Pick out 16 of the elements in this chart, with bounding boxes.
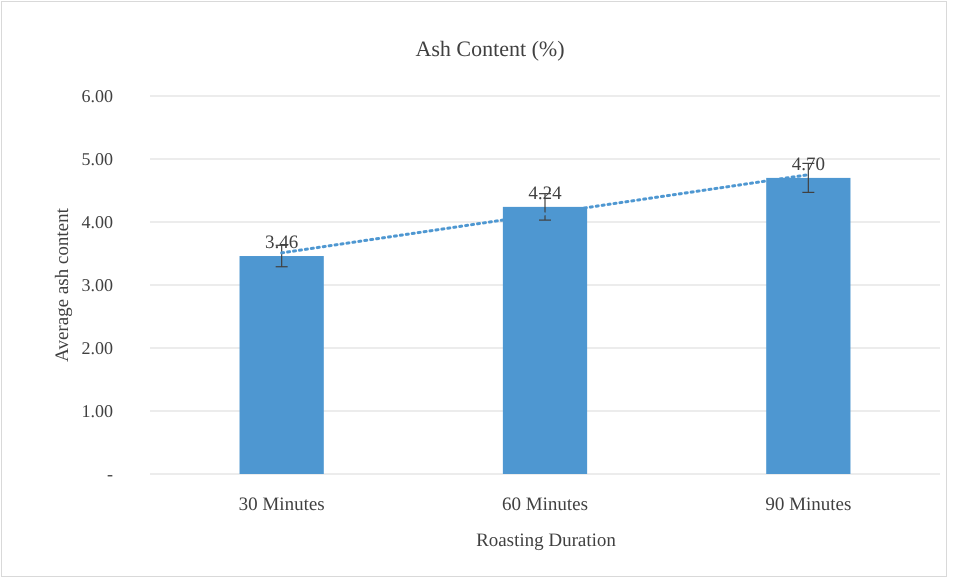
y-tick-label: - <box>107 464 113 484</box>
y-tick-label: 3.00 <box>82 275 113 295</box>
y-axis-title: Average ash content <box>52 207 73 362</box>
data-label: 4.24 <box>528 182 562 204</box>
y-tick-label: 1.00 <box>82 401 113 421</box>
x-axis-title: Roasting Duration <box>476 530 616 551</box>
chart-title: Ash Content (%) <box>415 36 565 61</box>
y-tick-label: 6.00 <box>82 86 113 106</box>
data-label: 3.46 <box>265 232 298 254</box>
x-tick-label: 30 Minutes <box>238 494 325 515</box>
x-tick-label: 90 Minutes <box>765 494 852 515</box>
y-tick-label: 5.00 <box>82 149 113 169</box>
y-tick-label: 4.00 <box>82 212 113 232</box>
data-label: 4.70 <box>792 154 825 175</box>
y-tick-label: 2.00 <box>82 338 113 358</box>
x-tick-label: 60 Minutes <box>502 494 588 515</box>
